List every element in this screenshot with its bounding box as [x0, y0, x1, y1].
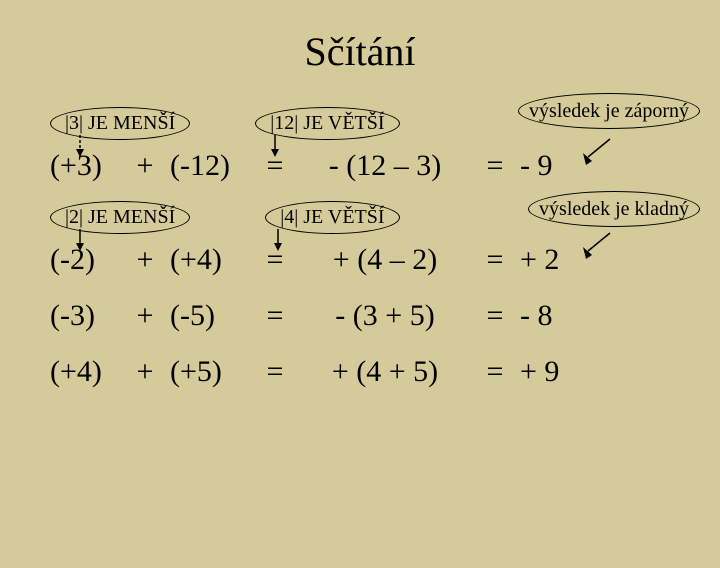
operator: + [120, 355, 170, 389]
operand-a: (-3) [50, 299, 120, 333]
equation-row-2: (-2) + (+4) = + (4 – 2) = + 2 [50, 243, 690, 277]
equation-row-3: (-3) + (-5) = - (3 + 5) = - 8 [50, 299, 690, 333]
equation-row-4: (+4) + (+5) = + (4 + 5) = + 9 [50, 355, 690, 389]
bubble-row-1: |3| JE MENŠÍ |12| JE VĚTŠÍ výsledek je z… [50, 105, 690, 141]
expansion: + (4 – 2) [300, 243, 470, 277]
equals: = [470, 299, 520, 333]
operand-a: (-2) [50, 243, 120, 277]
operand-b: (-5) [170, 299, 250, 333]
operand-b: (+4) [170, 243, 250, 277]
result: - 9 [520, 149, 580, 183]
result: - 8 [520, 299, 580, 333]
callout-negative-bubble: výsledek je záporný [518, 93, 700, 129]
equals: = [470, 149, 520, 183]
equals: = [470, 355, 520, 389]
operand-b: (+5) [170, 355, 250, 389]
content-area: |3| JE MENŠÍ |12| JE VĚTŠÍ výsledek je z… [50, 105, 690, 389]
equals: = [250, 299, 300, 333]
bubble-row-2: |2| JE MENŠÍ |4| JE VĚTŠÍ výsledek je kl… [50, 199, 690, 235]
callout-positive-text: výsledek je kladný [539, 198, 689, 220]
equals: = [250, 149, 300, 183]
callout-positive-bubble: výsledek je kladný [528, 191, 700, 227]
equals: = [250, 355, 300, 389]
result: + 9 [520, 355, 580, 389]
expansion: - (12 – 3) [300, 149, 470, 183]
expansion: - (3 + 5) [300, 299, 470, 333]
expansion: + (4 + 5) [300, 355, 470, 389]
operator: + [120, 243, 170, 277]
result: + 2 [520, 243, 580, 277]
operator: + [120, 149, 170, 183]
operand-a: (+4) [50, 355, 120, 389]
operand-b: (-12) [170, 149, 250, 183]
equation-row-1: (+3) + (-12) = - (12 – 3) = - 9 [50, 149, 690, 183]
operand-a: (+3) [50, 149, 120, 183]
page-title: Sčítání [0, 28, 720, 75]
equals: = [250, 243, 300, 277]
callout-negative: výsledek je záporný [518, 93, 700, 129]
equals: = [470, 243, 520, 277]
operator: + [120, 299, 170, 333]
callout-negative-text: výsledek je záporný [529, 100, 689, 122]
callout-positive: výsledek je kladný [528, 191, 700, 227]
